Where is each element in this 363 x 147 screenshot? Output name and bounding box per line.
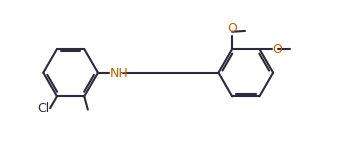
Text: O: O (273, 42, 282, 56)
Text: O: O (228, 22, 237, 35)
Text: NH: NH (110, 67, 129, 80)
Text: Cl: Cl (37, 102, 49, 115)
